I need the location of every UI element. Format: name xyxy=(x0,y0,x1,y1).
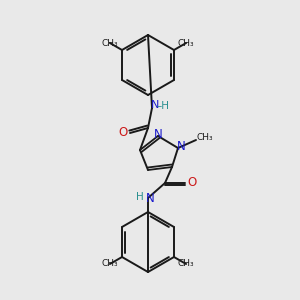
Text: O: O xyxy=(118,127,127,140)
Text: CH₃: CH₃ xyxy=(102,38,118,47)
Text: CH₃: CH₃ xyxy=(178,38,194,47)
Text: N: N xyxy=(151,100,159,110)
Text: N: N xyxy=(154,128,162,142)
Text: O: O xyxy=(188,176,196,190)
Text: H: H xyxy=(136,192,144,202)
Text: CH₃: CH₃ xyxy=(178,260,194,268)
Text: –H: –H xyxy=(157,101,169,111)
Text: CH₃: CH₃ xyxy=(102,260,118,268)
Text: N: N xyxy=(146,191,154,205)
Text: CH₃: CH₃ xyxy=(197,134,213,142)
Text: N: N xyxy=(177,140,185,154)
